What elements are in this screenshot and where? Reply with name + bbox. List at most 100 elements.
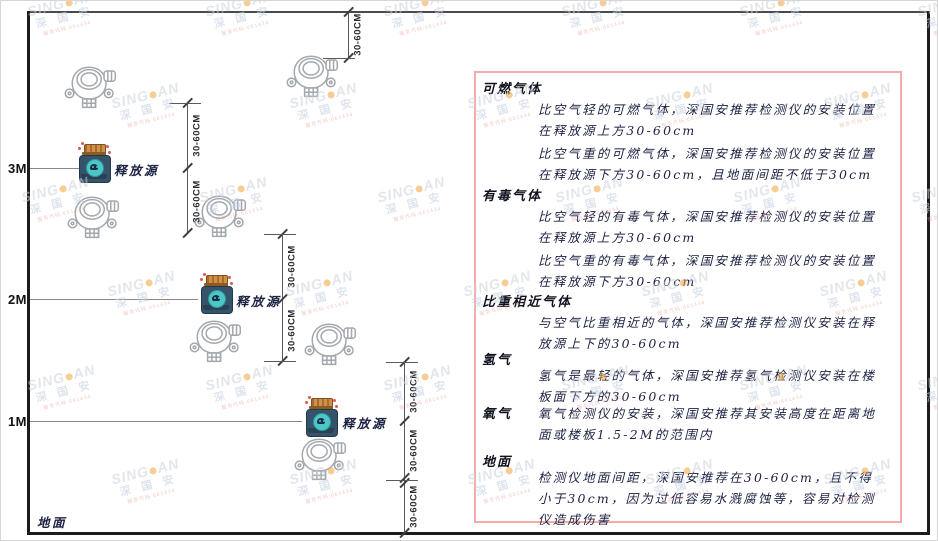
- section-paragraph: 比空气轻的可燃气体，深国安推荐检测仪的安装位置在释放源上方30-60cm: [538, 102, 877, 138]
- watermark-dot-icon: [145, 278, 154, 288]
- level-line-2m: [30, 299, 198, 300]
- left-wall-line: [27, 11, 30, 535]
- extension-line: [264, 361, 296, 362]
- watermark-cn: 深 国 安: [384, 190, 445, 217]
- watermark-dot-icon: [149, 90, 158, 100]
- watermark-subtext: 服务代码:661434: [304, 111, 355, 130]
- section-title-hydrogen: 氢气: [482, 353, 513, 368]
- extension-line: [323, 58, 355, 59]
- section-paragraph: 与空气比重相近的气体，深国安推荐检测仪安装在释放源上下的30-60cm: [538, 315, 877, 351]
- watermark-cn: 深 国 安: [212, 4, 273, 31]
- watermark-dot-icon: [599, 1, 608, 8]
- gas-detector-icon: [63, 61, 119, 109]
- release-source-label: 释放源: [114, 163, 160, 178]
- watermark-cn: 深 国 安: [118, 96, 179, 123]
- watermark-cn: 深 国 安: [212, 378, 273, 405]
- watermark-subtext: 服务代码:661434: [42, 393, 93, 412]
- extension-line: [386, 480, 418, 481]
- watermark-cn: 深 国 安: [746, 4, 807, 31]
- section-paragraph: 比空气重的有毒气体，深国安推荐检测仪的安装位置在释放源下方30-60cm: [538, 253, 877, 289]
- watermark-subtext: 服务代码:661434: [398, 393, 449, 412]
- section-title-ground: 地面: [482, 455, 513, 470]
- axis-label-1m: 1M: [7, 414, 27, 429]
- release-source-icon: [304, 395, 338, 437]
- watermark-subtext: 服务代码:661434: [126, 111, 177, 130]
- watermark-dot-icon: [243, 372, 252, 382]
- watermark-cn: 深 国 安: [292, 284, 353, 311]
- dimension-label: 30-60CM: [191, 180, 203, 223]
- section-title-toxic: 有毒气体: [482, 189, 543, 204]
- release-source-label: 释放源: [342, 416, 388, 431]
- release-source-icon: [77, 141, 111, 183]
- right-wall-line: [927, 11, 930, 535]
- watermark-subtext: 服务代码:661434: [220, 393, 271, 412]
- watermark-subtext: 服务代码:661434: [932, 393, 938, 412]
- watermark-subtext: 服务代码:661434: [220, 19, 271, 38]
- ceiling-line: [28, 11, 930, 13]
- release-source-icon: [199, 272, 233, 314]
- section-paragraph: 氢气是最轻的气体，深国安推荐氢气检测仪安装在楼板面下方的30-60cm: [538, 368, 877, 404]
- section-title-oxygen: 氧气: [482, 407, 513, 422]
- section-paragraph: 比空气重的可燃气体，深国安推荐检测仪的安装位置在释放源下方30-60cm，且地面…: [538, 146, 877, 182]
- watermark-dot-icon: [415, 184, 424, 194]
- gas-detector-icon: [66, 191, 122, 239]
- watermark-cn: 深 国 安: [568, 4, 629, 31]
- section-paragraph: 比空气轻的有毒气体，深国安推荐检测仪的安装位置在释放源上方30-60cm: [538, 209, 877, 245]
- dimension-label: 30-60CM: [191, 114, 203, 157]
- watermark-cn: 深 国 安: [118, 472, 179, 499]
- watermark-cn: 深 国 安: [114, 284, 175, 311]
- watermark-cn: 深 国 安: [390, 378, 451, 405]
- release-source-label: 释放源: [236, 294, 282, 309]
- dimension-label: 30-60CM: [286, 309, 298, 352]
- watermark-dot-icon: [323, 278, 332, 288]
- watermark-cn: 深 国 安: [34, 4, 95, 31]
- section-paragraph: 检测仪地面间距，深国安推荐在30-60cm，且不得小于30cm，因为过低容易水溅…: [538, 470, 876, 527]
- section-title-similar-density: 比重相近气体: [482, 295, 573, 310]
- watermark-dot-icon: [65, 372, 74, 382]
- watermark-subtext: 服务代码:661434: [126, 487, 177, 506]
- watermark-subtext: 服务代码:661434: [398, 19, 449, 38]
- level-line-1m: [30, 421, 302, 422]
- watermark-subtext: 服务代码:661434: [300, 299, 351, 318]
- ground-label: 地面: [37, 515, 68, 530]
- gas-detector-icon: [303, 318, 359, 366]
- watermark-subtext: 服务代码:661434: [392, 205, 443, 224]
- extension-line: [264, 234, 296, 235]
- watermark-subtext: 服务代码:661434: [42, 19, 93, 38]
- gas-detector-icon: [293, 433, 349, 481]
- watermark-dot-icon: [149, 466, 158, 476]
- watermark-dot-icon: [421, 372, 430, 382]
- level-line-3m: [30, 168, 80, 169]
- watermark-dot-icon: [777, 1, 786, 8]
- dimension-label: 30-60CM: [408, 370, 420, 413]
- dimension-line: [348, 12, 349, 58]
- dimension-label: 30-60CM: [408, 485, 420, 528]
- watermark-dot-icon: [421, 1, 430, 8]
- watermark-cn: 深 国 安: [390, 4, 451, 31]
- watermark-dot-icon: [243, 1, 252, 8]
- watermark-cn: 深 国 安: [34, 378, 95, 405]
- section-paragraph: 氧气检测仪的安装，深国安推荐其安装高度在距离地面或楼板1.5-2M的范围内: [538, 406, 877, 442]
- axis-label-3m: 3M: [7, 161, 27, 176]
